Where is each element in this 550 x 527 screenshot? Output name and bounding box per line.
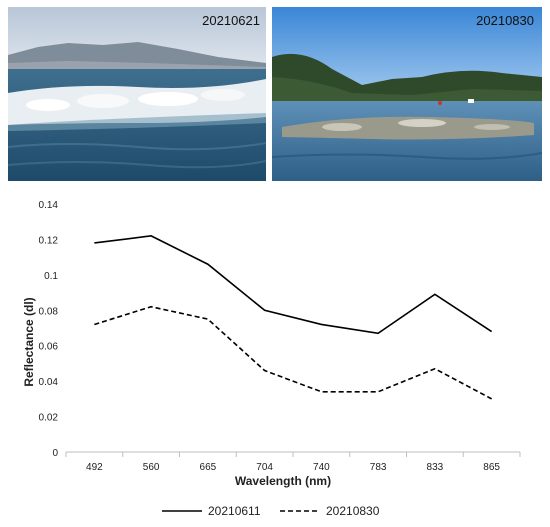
- y-axis-label: Reflectance (dl): [22, 297, 36, 386]
- y-tick-label: 0.02: [39, 413, 59, 424]
- x-tick-label: 560: [143, 462, 160, 473]
- photo-20210621: 20210621: [8, 7, 266, 181]
- x-tick-label: 665: [200, 462, 217, 473]
- x-tick-label: 492: [86, 462, 103, 473]
- reflectance-line-chart: 0 0.02 0.04 0.06 0.08 0.1 0.12 0.14 492 560 665 70…: [22, 200, 521, 518]
- chart-series: [94, 235, 493, 400]
- series-line-2: [94, 305, 492, 400]
- x-axis-ticks: 492 560 665 704 740 783 833 865: [65, 452, 521, 473]
- y-tick-label: 0.1: [44, 271, 58, 282]
- x-tick-label: 740: [313, 462, 330, 473]
- bay-photo: [272, 7, 542, 181]
- y-tick-label: 0.06: [39, 342, 59, 353]
- y-tick-label: 0.12: [39, 235, 59, 246]
- x-tick-label: 833: [427, 462, 444, 473]
- x-axis-label: Wavelength (nm): [235, 474, 331, 488]
- photo-date-label: 20210621: [202, 13, 260, 28]
- legend-label-1: 20210611: [208, 504, 261, 518]
- photo-date-label: 20210830: [476, 13, 534, 28]
- series-line-1: [94, 235, 493, 335]
- chart-legend: 20210611 20210830: [162, 504, 380, 518]
- sea-mucilage-photo: [8, 7, 266, 181]
- legend-label-2: 20210830: [326, 504, 380, 518]
- x-tick-label: 704: [256, 462, 273, 473]
- y-tick-label: 0.04: [39, 377, 59, 388]
- y-tick-label: 0.14: [39, 200, 59, 211]
- y-axis-ticks: 0 0.02 0.04 0.06 0.08 0.1 0.12 0.14: [39, 200, 59, 459]
- y-tick-label: 0: [52, 448, 58, 459]
- photo-20210830: 20210830: [272, 7, 542, 181]
- x-tick-label: 783: [370, 462, 387, 473]
- x-tick-label: 865: [483, 462, 500, 473]
- y-tick-label: 0.08: [39, 306, 59, 317]
